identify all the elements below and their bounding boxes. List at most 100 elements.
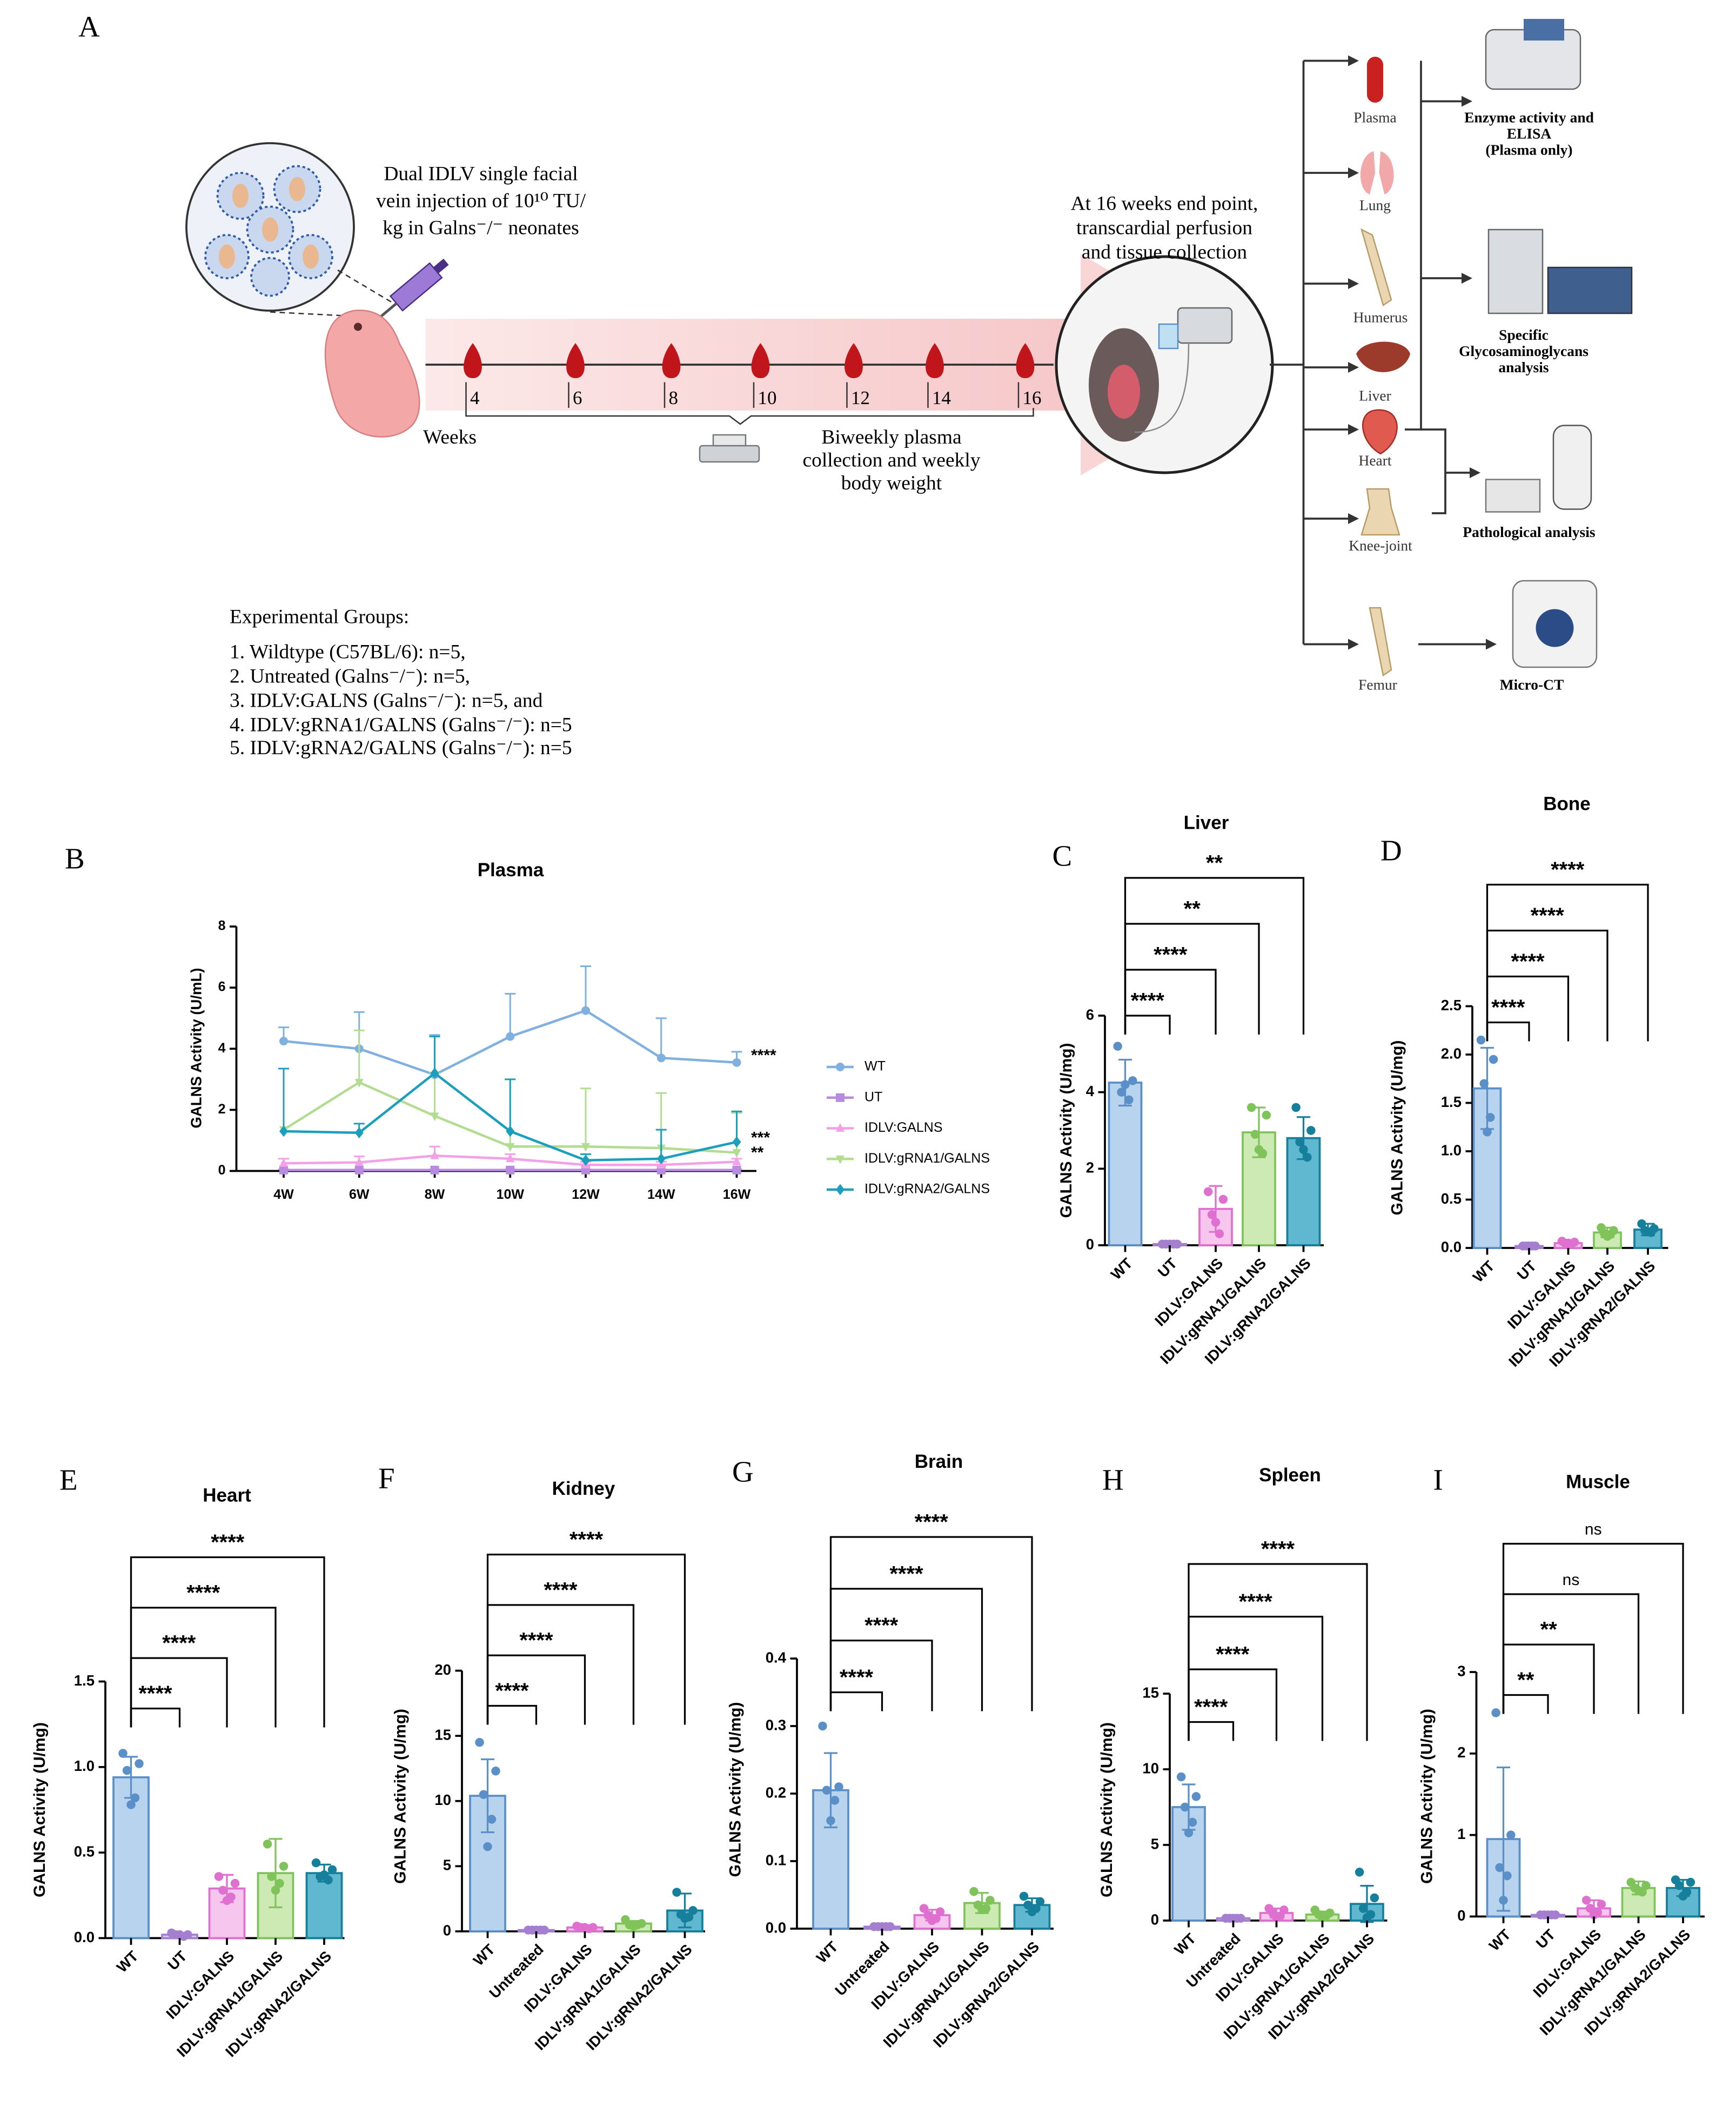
data-point (130, 1793, 140, 1803)
humerus-icon (1360, 228, 1392, 306)
data-point (1483, 1127, 1492, 1137)
lung-icon (1360, 151, 1394, 194)
virus-cores (219, 177, 319, 269)
y-axis-label: GALNS Activity (U/mg) (726, 1702, 744, 1877)
analysis-label: Glycosaminoglycans (1459, 343, 1588, 359)
data-point (877, 1922, 887, 1931)
femur-icon (1369, 607, 1392, 677)
y-tick-label: 4 (218, 1040, 226, 1056)
group-item: 1. Wildtype (C57BL/6): n=5, (230, 641, 466, 663)
error-bar (580, 1088, 592, 1147)
x-tick-label: IDLV:GALNS (1504, 1257, 1579, 1332)
significance-label: **** (864, 1614, 899, 1637)
data-point (1207, 1210, 1217, 1219)
data-point (175, 1930, 184, 1939)
point (732, 1156, 741, 1165)
data-point (1203, 1187, 1213, 1197)
point (732, 1165, 741, 1174)
y-tick-label: 2 (1457, 1744, 1465, 1761)
point (279, 1158, 289, 1167)
significance-label: **** (1131, 989, 1165, 1013)
significance-bracket (1486, 929, 1608, 1042)
data-point (267, 1872, 276, 1881)
data-point (1306, 1126, 1316, 1135)
legend-marker (836, 1155, 845, 1164)
point (656, 1053, 666, 1063)
error-bar (505, 1078, 516, 1131)
panel-letter: H (1102, 1464, 1124, 1496)
y-tick-label: 0 (218, 1163, 226, 1178)
x-tick-label: WT (470, 1941, 498, 1969)
data-point (1581, 1896, 1591, 1905)
data-point (1643, 1227, 1653, 1236)
x-tick-label: WT (1470, 1257, 1498, 1285)
knee-icon (1360, 488, 1400, 536)
y-tick-label: 1.5 (1441, 1093, 1462, 1110)
data-point (1362, 1913, 1372, 1922)
data-point (1211, 1218, 1221, 1227)
significance-label: *** (751, 1129, 770, 1146)
significance-label: ** (1540, 1618, 1558, 1642)
y-tick-label: 1.0 (74, 1757, 95, 1774)
significance-bracket (1124, 877, 1305, 1035)
bar (1108, 1082, 1143, 1246)
stainer-icon (1485, 479, 1541, 513)
point (430, 1068, 439, 1079)
data-point (1165, 1239, 1175, 1249)
x-tick-label: WT (813, 1938, 841, 1966)
data-point (222, 1896, 232, 1905)
collection-text: collection and weekly (802, 449, 980, 472)
data-point (1585, 1904, 1595, 1913)
data-point (1589, 1910, 1599, 1919)
x-tick-label: WT (1486, 1926, 1514, 1954)
data-point (275, 1878, 284, 1888)
panel-letter: D (1380, 834, 1402, 867)
y-tick-label: 10 (434, 1791, 451, 1808)
significance-label: **** (1239, 1590, 1273, 1614)
y-tick-label: 0.1 (766, 1851, 786, 1868)
legend-label: IDLV:GALNS (864, 1120, 943, 1135)
blood-drop (566, 343, 585, 378)
data-point (1229, 1914, 1238, 1923)
error-bar (429, 1036, 440, 1073)
bar (305, 1872, 343, 1939)
week-label: 14 (932, 387, 951, 408)
ms-icon (1547, 266, 1633, 314)
data-point (1023, 1901, 1033, 1910)
chart-title: Kidney (552, 1478, 615, 1499)
injection-text: kg in Galns⁻/⁻ neonates (383, 217, 579, 239)
y-tick-label: 5 (443, 1857, 451, 1874)
tissue-label: Lung (1359, 197, 1391, 213)
line-chart: B Plasma GALNS Activity (U/mL) 0 2 4 6 8 4W 6W 8W 1… (65, 842, 990, 1202)
data-point (1272, 1913, 1281, 1922)
y-axis-label: GALNS Activity (U/mg) (1418, 1709, 1436, 1884)
y-tick-label: 3 (1457, 1662, 1465, 1679)
chart-title: Bone (1543, 793, 1591, 814)
significance-bracket (1486, 1021, 1530, 1042)
significance-label: **** (138, 1682, 172, 1706)
data-point (1355, 1868, 1364, 1877)
collection-text: Biweekly plasma (821, 426, 962, 448)
data-point (1254, 1145, 1264, 1154)
point (581, 1143, 590, 1152)
data-point (1303, 1152, 1312, 1162)
data-point (491, 1767, 500, 1776)
data-point (1503, 1871, 1512, 1881)
data-point (1476, 1035, 1486, 1045)
data-point (1027, 1907, 1037, 1916)
y-tick-label: 6 (1086, 1006, 1094, 1023)
data-point (1299, 1145, 1308, 1154)
tube (1134, 343, 1190, 433)
data-point (1215, 1229, 1224, 1238)
significance-label: **** (519, 1629, 553, 1653)
y-axis-label: GALNS Activity (U/mg) (31, 1722, 49, 1897)
collection-text: body weight (841, 472, 942, 494)
significance-label: **** (495, 1679, 529, 1703)
data-point (580, 1923, 589, 1932)
data-point (218, 1885, 227, 1895)
error-bar (655, 1017, 667, 1058)
significance-bracket (1502, 1694, 1549, 1714)
data-point (1674, 1881, 1684, 1890)
significance-bracket (829, 1691, 883, 1711)
data-point (822, 1785, 832, 1795)
